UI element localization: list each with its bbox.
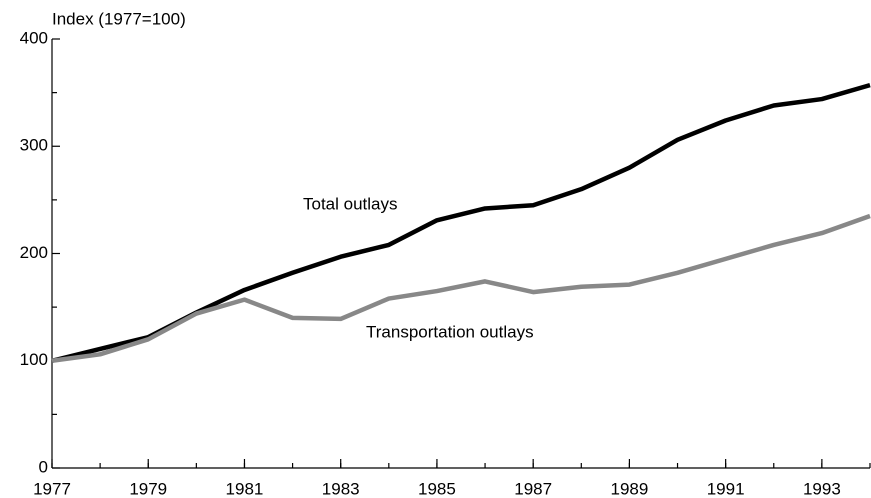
x-tick-label: 1979 [129,479,167,498]
y-tick-label: 300 [20,136,48,155]
line-series [51,213,871,363]
y-tick-label: 100 [20,350,48,369]
line-series [51,82,871,363]
x-tick-label: 1983 [322,479,360,498]
series-label: Transportation outlays [366,322,534,341]
y-tick-label: 0 [39,457,48,476]
y-axis-label: Index (1977=100) [52,9,186,28]
x-tick-label: 1993 [803,479,841,498]
x-tick-label: 1981 [226,479,264,498]
x-tick-label: 1989 [610,479,648,498]
x-tick-label: 1991 [707,479,745,498]
x-tick-label: 1985 [418,479,456,498]
y-tick-label: 200 [20,243,48,262]
y-tick-label: 400 [20,28,48,47]
series-label: Total outlays [303,194,398,213]
x-tick-label: 1987 [514,479,552,498]
x-tick-label: 1977 [33,479,71,498]
